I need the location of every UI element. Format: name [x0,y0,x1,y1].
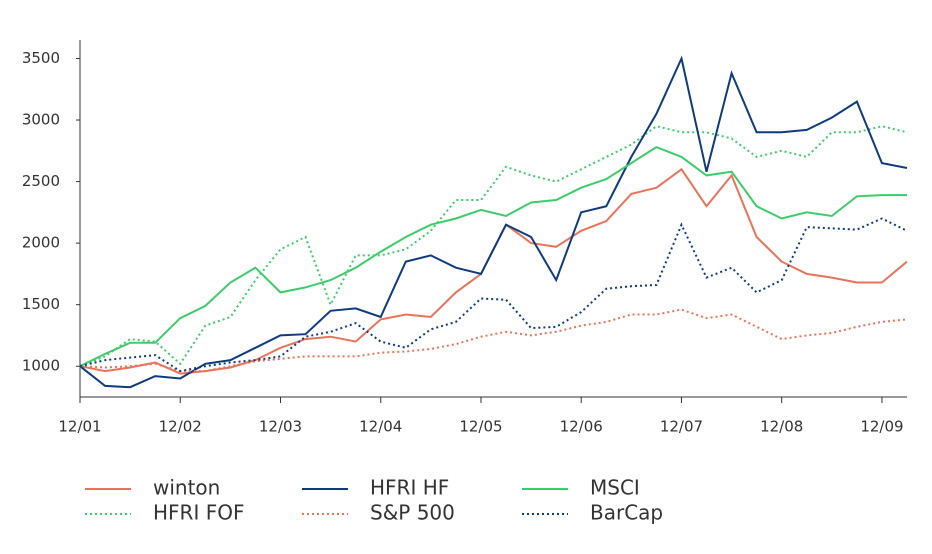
x-tick-label: 12/03 [259,418,302,436]
legend-label: HFRI HF [370,476,449,500]
y-tick-label: 3000 [22,111,60,129]
legend-label: MSCI [590,476,640,500]
x-tick-label: 12/07 [660,418,703,436]
x-tick-label: 12/02 [159,418,202,436]
y-tick-label: 1500 [22,295,60,313]
x-tick-label: 12/05 [459,418,502,436]
x-tick-label: 12/04 [359,418,402,436]
y-tick-label: 1000 [22,357,60,375]
series-line [79,167,908,375]
x-tick-label: 12/09 [860,418,903,436]
series-line [79,145,907,368]
x-tick-label: 12/08 [760,418,803,436]
legend-label: S&P 500 [370,501,455,525]
x-tick-label: 12/01 [58,418,101,436]
y-tick-label: 2500 [22,172,60,190]
legend-label: winton [153,476,220,500]
legend-label: BarCap [590,501,663,525]
series-line [79,55,908,389]
y-tick-label: 3500 [22,49,60,67]
y-tick-label: 2000 [22,234,60,252]
x-tick-label: 12/06 [560,418,603,436]
series-line [79,125,908,368]
series-line [79,217,908,373]
legend-label: HFRI FOF [153,501,244,525]
series-line [79,308,908,373]
